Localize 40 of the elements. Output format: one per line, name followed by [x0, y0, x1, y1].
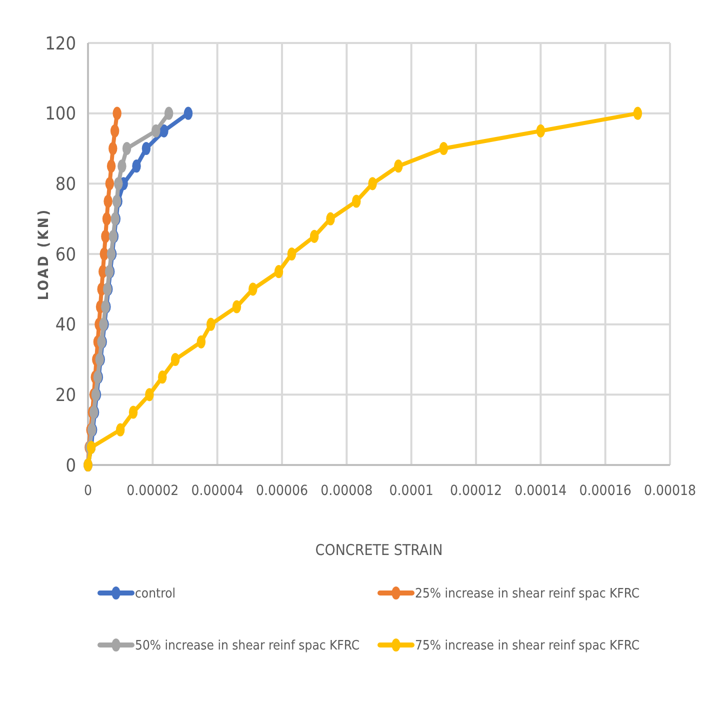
legend-label: 50% increase in shear reinf spac KFRC [135, 638, 360, 654]
point [274, 265, 284, 278]
legend-label: 75% increase in shear reinf spac KFRC [415, 638, 640, 654]
point [116, 423, 125, 436]
x-tick-label: 0.0001 [389, 483, 434, 499]
x-tick-label: 0.00014 [514, 483, 567, 499]
point [310, 230, 319, 243]
x-tick-label: 0 [84, 483, 92, 499]
point [184, 106, 193, 120]
x-tick-label: 0.00018 [644, 483, 696, 499]
y-tick-label: 100 [45, 104, 76, 125]
point [352, 194, 361, 208]
legend-label: 25% increase in shear reinf spac KFRC [415, 586, 640, 602]
y-tick-label: 20 [55, 384, 76, 406]
x-tick-label: 0.00012 [450, 483, 502, 499]
x-tick-label: 0.00008 [320, 483, 373, 499]
y-tick-label: 0 [66, 455, 76, 476]
point [110, 124, 120, 138]
point [106, 160, 116, 173]
x-axis-title: CONCRETE STRAIN [315, 541, 443, 559]
point [206, 318, 216, 331]
legend-label: control [135, 586, 176, 602]
point [128, 406, 138, 419]
x-tick-label: 0.00002 [126, 483, 179, 499]
point [232, 300, 242, 314]
y-tick-label: 80 [55, 174, 76, 195]
point [158, 370, 167, 384]
point [102, 212, 112, 226]
point [196, 335, 206, 348]
point [536, 124, 546, 138]
y-tick-label: 120 [45, 33, 76, 54]
point [633, 106, 642, 120]
y-tick-label: 40 [55, 314, 76, 336]
x-tick-label: 0.00004 [191, 483, 244, 499]
x-tick-label: 0.00016 [579, 483, 632, 499]
point [105, 177, 114, 190]
point [164, 106, 174, 120]
y-axis-title: LOAD (KN) [36, 208, 52, 300]
x-tick-label: 0.00006 [256, 483, 308, 499]
y-tick-label: 60 [55, 244, 76, 266]
